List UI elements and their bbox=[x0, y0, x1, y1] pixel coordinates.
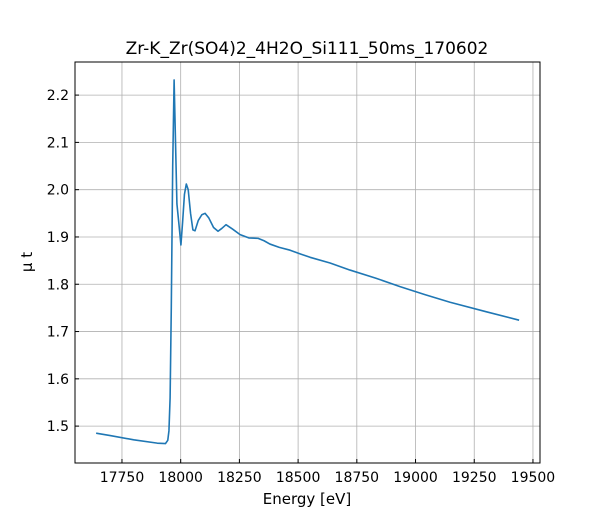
y-tick-label: 1.9 bbox=[47, 230, 69, 246]
y-tick-label: 2.2 bbox=[47, 88, 69, 104]
x-tick-label: 18750 bbox=[335, 470, 380, 486]
x-tick-label: 18000 bbox=[158, 470, 203, 486]
y-tick-label: 2.0 bbox=[47, 183, 69, 199]
x-tick-label: 19250 bbox=[452, 470, 497, 486]
y-tick-label: 1.7 bbox=[47, 325, 69, 341]
y-axis-label: μ t bbox=[18, 252, 36, 272]
y-tick-label: 1.5 bbox=[47, 419, 69, 435]
data-line bbox=[96, 79, 520, 445]
x-tick-label: 19000 bbox=[393, 470, 438, 486]
x-tick-label: 17750 bbox=[100, 470, 145, 486]
x-tick-label: 18250 bbox=[217, 470, 262, 486]
y-tick-label: 2.1 bbox=[47, 135, 69, 151]
y-tick-label: 1.6 bbox=[47, 372, 69, 388]
x-axis-label: Energy [eV] bbox=[263, 490, 351, 508]
chart-title: Zr-K_Zr(SO4)2_4H2O_Si111_50ms_170602 bbox=[126, 39, 489, 59]
plot-frame bbox=[74, 61, 541, 464]
y-tick-label: 1.8 bbox=[47, 277, 69, 293]
x-tick-label: 18500 bbox=[276, 470, 321, 486]
x-tick-label: 19500 bbox=[511, 470, 556, 486]
